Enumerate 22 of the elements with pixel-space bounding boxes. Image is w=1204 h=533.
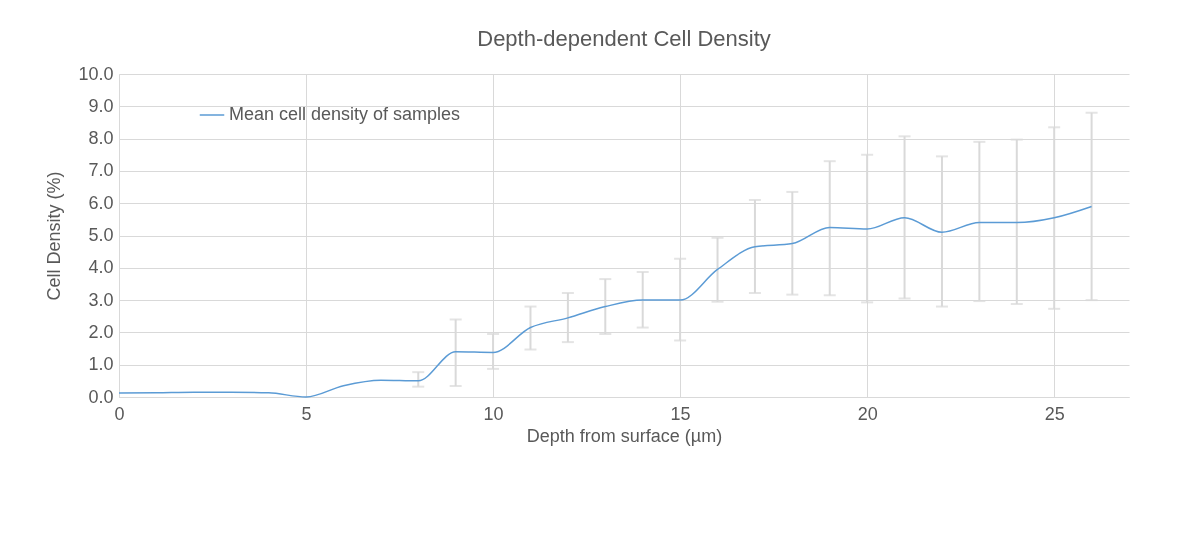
x-tick-label: 10	[483, 403, 504, 424]
y-tick-label: 7.0	[88, 160, 114, 181]
y-tick-label: 10.0	[78, 63, 114, 84]
chart-title: Depth-dependent Cell Density	[477, 26, 771, 51]
y-tick-label: 6.0	[88, 192, 114, 213]
y-tick-label: 0.0	[88, 386, 114, 407]
x-tick-label: 20	[857, 403, 878, 424]
x-tick-label: 25	[1044, 403, 1065, 424]
x-axis-title: Depth from surface (µm)	[526, 425, 723, 446]
y-tick-label: 4.0	[88, 257, 114, 278]
y-tick-label: 9.0	[88, 95, 114, 116]
line-series	[118, 205, 1093, 398]
x-tick-label: 5	[301, 403, 312, 424]
y-tick-label: 8.0	[88, 128, 114, 149]
y-tick-label: 3.0	[88, 289, 114, 310]
y-tick-label: 5.0	[88, 225, 114, 245]
x-tick-label: 15	[670, 403, 691, 424]
y-tick-label: 1.0	[88, 354, 114, 375]
legend-label: Mean cell density of samples	[229, 104, 461, 124]
y-axis-title: Cell Density (%)	[44, 171, 65, 301]
y-tick-label: 2.0	[88, 321, 114, 342]
x-tick-label: 0	[114, 403, 125, 424]
